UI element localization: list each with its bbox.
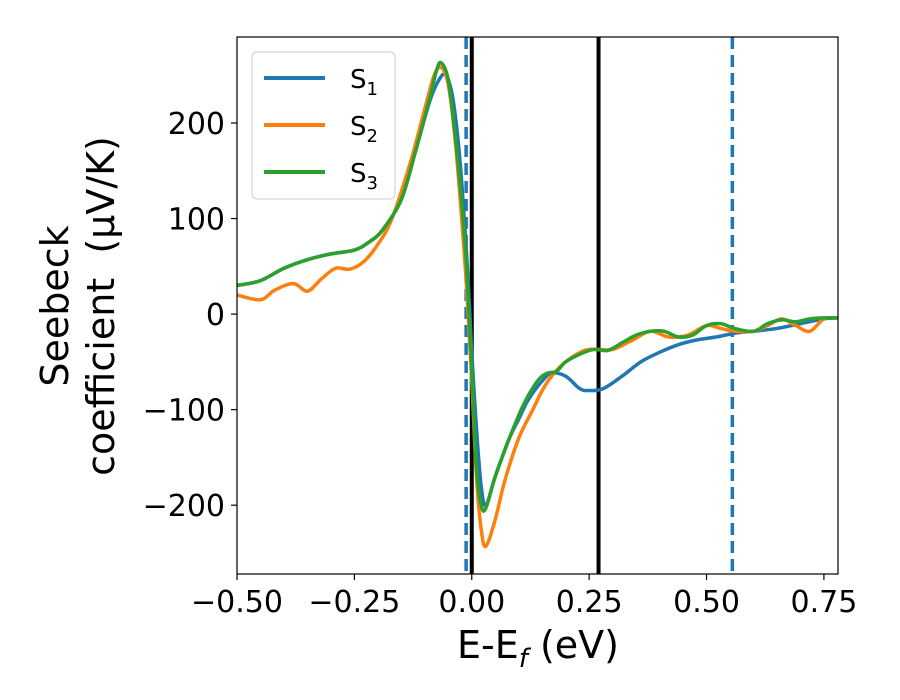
x-axis-ticks: −0.50 −0.25 0.00 0.25 0.50 0.75 [191,574,857,620]
y-axis-title: Seebeck coefficient (μV/K) [33,136,123,476]
reference-lines [464,37,735,574]
y-tick-label: −100 [143,394,225,429]
y-tick-label: 200 [168,107,225,142]
x-tick-label: −0.50 [191,585,283,620]
series-lines [237,60,838,549]
legend-label-s2: S2 [350,112,378,147]
y-tick-label: −200 [143,489,225,524]
y-axis-title-line1: Seebeck [33,225,77,386]
legend-label-s3: S3 [350,159,378,194]
x-tick-label: −0.25 [308,585,400,620]
y-axis-title-line2: coefficient (μV/K) [79,136,123,476]
y-tick-label: 0 [206,298,225,333]
series-line-s3 [237,60,838,513]
x-tick-label: 0.50 [673,585,740,620]
x-axis-title: E-Ef (eV) [457,623,619,674]
y-tick-label: 100 [168,203,225,238]
x-tick-label: 0.00 [438,585,505,620]
y-axis-ticks: −200 −100 0 100 200 [143,107,237,524]
plot-frame [236,36,839,575]
series-line-s2 [237,65,838,549]
legend: S1 S2 S3 [251,51,396,200]
legend-label-s1: S1 [350,65,378,100]
x-tick-label: 0.75 [791,585,858,620]
x-tick-label: 0.25 [556,585,623,620]
